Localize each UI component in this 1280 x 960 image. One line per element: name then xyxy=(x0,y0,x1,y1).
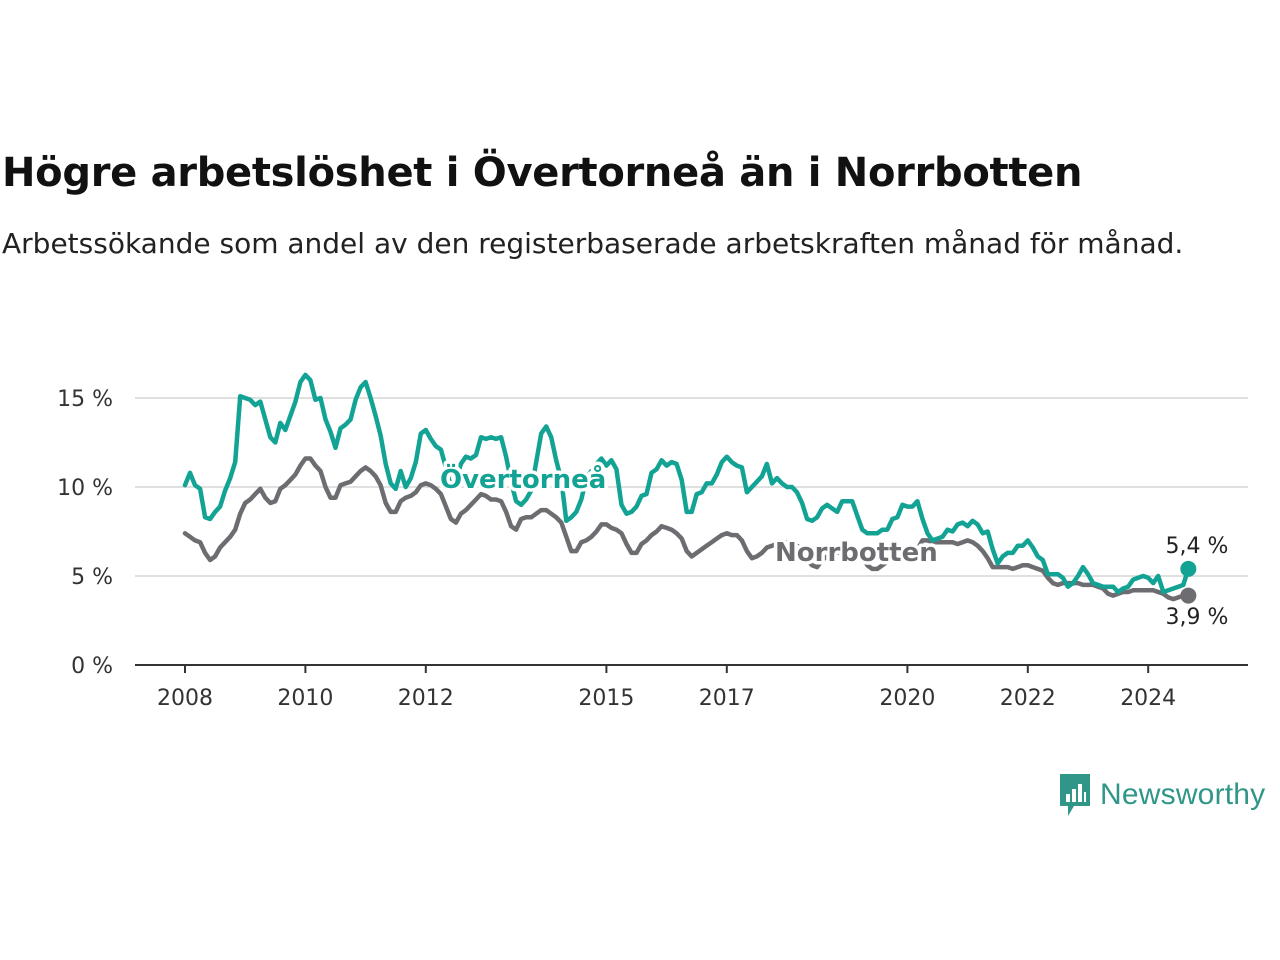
x-tick-label: 2022 xyxy=(1000,686,1056,711)
series-line-norrbotten xyxy=(182,456,1191,602)
series-label-norrbotten: Norrbotten xyxy=(775,538,938,568)
brand-name: Newsworthy xyxy=(1100,778,1266,811)
newsworthy-logo: Newsworthy xyxy=(1058,772,1265,818)
series-endpoint xyxy=(1180,560,1197,577)
series-labels: Övertorneå Norrbotten 5,4 % 3,9 % xyxy=(437,459,1229,631)
y-tick-label: 10 % xyxy=(57,476,113,501)
x-tick-label: 2020 xyxy=(879,686,935,711)
gridlines xyxy=(135,397,1248,666)
x-tick-label: 2012 xyxy=(398,686,454,711)
series-endpoint xyxy=(1180,587,1197,604)
x-tick-label: 2015 xyxy=(578,686,634,711)
x-tick-label: 2008 xyxy=(157,686,213,711)
series-lines xyxy=(182,372,1197,604)
x-axis-ticks: 2008 2010 2012 2015 2017 2020 2022 2024 xyxy=(157,665,1176,711)
end-value-label: 5,4 % xyxy=(1166,534,1229,559)
y-tick-label: 15 % xyxy=(57,387,113,412)
chart-title: Högre arbetslöshet i Övertorneå än i Nor… xyxy=(2,150,1083,196)
newsworthy-logo-icon xyxy=(1060,774,1090,816)
x-tick-label: 2024 xyxy=(1120,686,1176,711)
x-tick-label: 2017 xyxy=(699,686,755,711)
series-line-overtornea xyxy=(182,372,1191,595)
y-tick-label: 5 % xyxy=(71,565,113,590)
y-axis-ticks: 0 % 5 % 10 % 15 % xyxy=(57,387,113,679)
x-tick-label: 2010 xyxy=(277,686,333,711)
y-tick-label: 0 % xyxy=(71,654,113,679)
chart-subtitle: Arbetssökande som andel av den registerb… xyxy=(2,227,1184,260)
series-label-overtornea: Övertorneå xyxy=(440,462,606,495)
end-value-label: 3,9 % xyxy=(1166,605,1229,630)
